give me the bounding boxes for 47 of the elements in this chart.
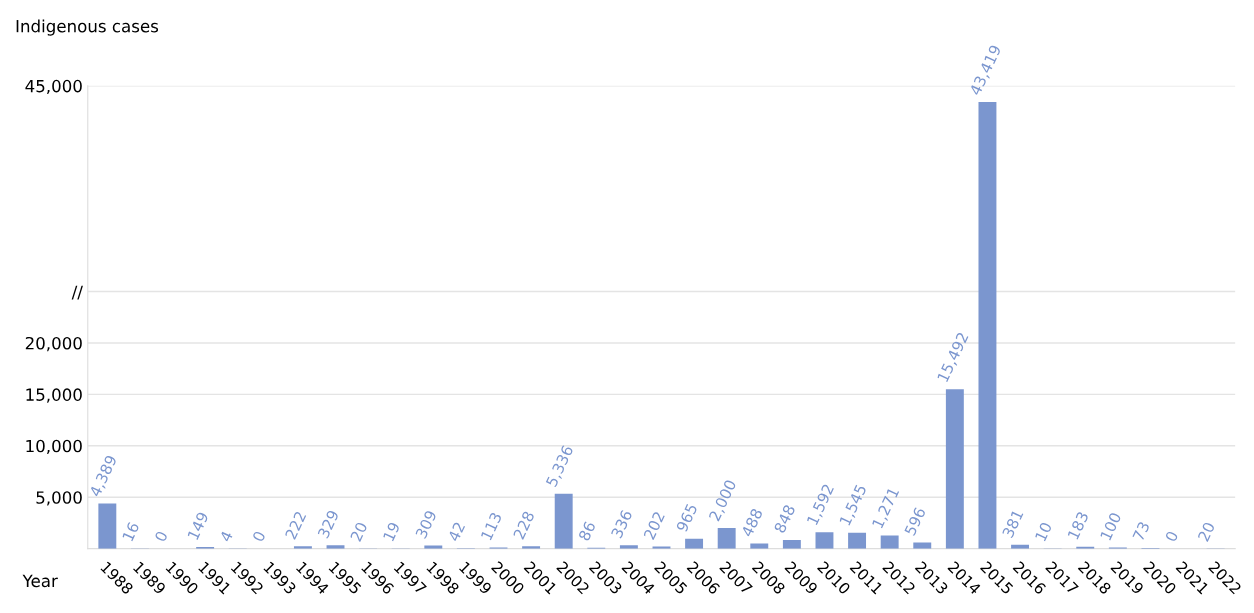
data-label: 596: [904, 506, 926, 537]
data-label: 336: [610, 509, 633, 539]
y-tick-label: 5,000: [36, 491, 82, 506]
data-label: 4: [219, 530, 234, 543]
data-label: 20: [1197, 521, 1216, 542]
data-label: 4,389: [88, 454, 119, 499]
data-label: 42: [447, 521, 466, 543]
y-tick-label: 10,000: [26, 439, 82, 455]
data-label: 488: [740, 507, 763, 538]
bar: [815, 532, 834, 549]
y-tick-label: //: [71, 285, 83, 300]
bar: [978, 102, 997, 549]
data-label: 113: [480, 511, 503, 541]
data-label: 16: [121, 521, 140, 542]
data-label: 10: [1034, 521, 1053, 542]
data-label: 309: [415, 509, 437, 539]
data-label: 848: [773, 504, 796, 534]
y-tick-label: 45,000: [25, 79, 82, 95]
data-label: 202: [643, 511, 665, 541]
data-label: 0: [252, 530, 266, 543]
bar: [98, 503, 117, 549]
bar: [848, 532, 867, 549]
x-axis-title: Year: [22, 574, 58, 588]
data-label: 100: [1099, 511, 1122, 541]
data-label: 149: [187, 511, 209, 541]
bar: [945, 389, 964, 549]
data-label: 0: [154, 530, 168, 543]
y-axis-title: Indigenous cases: [16, 19, 159, 36]
bar: [717, 528, 736, 549]
bar: [424, 545, 443, 549]
data-label: 965: [675, 503, 698, 533]
bar: [554, 493, 573, 549]
data-label: 228: [512, 510, 535, 540]
data-label: 381: [1001, 509, 1024, 539]
bar: [880, 535, 899, 549]
data-label: 222: [284, 511, 307, 540]
y-tick-label: 20,000: [25, 336, 82, 352]
data-label: 73: [1132, 521, 1150, 542]
bar: [685, 538, 704, 549]
data-label: 0: [1164, 530, 1179, 543]
data-label: 329: [317, 509, 340, 539]
y-tick-label: 15,000: [26, 388, 82, 403]
data-label: 19: [382, 521, 401, 542]
data-label: 86: [578, 520, 596, 542]
data-label: 183: [1067, 511, 1089, 540]
data-label: 20: [349, 521, 368, 542]
bar: [782, 539, 801, 549]
